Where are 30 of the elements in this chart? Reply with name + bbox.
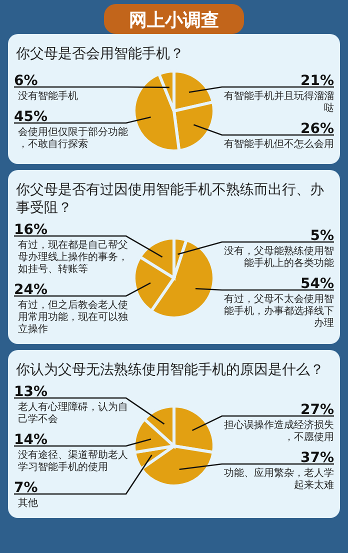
slice-label: 功能、应用繁杂，老人学起来太难: [224, 467, 334, 491]
data-label: 6%: [14, 73, 38, 89]
slice-label: 有智能手机但不怎么会用: [224, 138, 334, 150]
data-label: 5%: [310, 228, 334, 244]
text: 网上小调查: [129, 10, 219, 31]
chart-title: 你认为父母无法熟练使用智能手机的原因是什么？: [15, 362, 324, 378]
slice-label: 会使用但仅限于部分功能，不敢自行探索: [18, 126, 128, 150]
data-label: 24%: [14, 282, 48, 298]
data-label: 37%: [300, 450, 334, 466]
slice-label: 没有途径、渠道帮助老人学习智能手机的使用: [18, 449, 128, 473]
data-label: 27%: [300, 402, 334, 418]
data-label: 16%: [14, 222, 48, 238]
data-label: 7%: [14, 480, 38, 496]
data-label: 54%: [300, 276, 334, 292]
chart-title: 你父母是否会用智能手机？: [15, 46, 184, 62]
data-label: 14%: [14, 432, 48, 448]
slice-label: 有过，现在都是自己帮父母办理线上操作的事务，如挂号、转账等: [18, 239, 128, 275]
slice-label: 有智能手机并且玩得溜溜哒: [224, 90, 334, 114]
data-label: 45%: [14, 109, 48, 125]
chart-title: 你父母是否有过因使用智能手机不熟练而出行、办事受阻？: [15, 182, 324, 216]
slice-label: 没有智能手机: [18, 90, 78, 102]
data-label: 21%: [300, 73, 334, 89]
slice-label: 有过，父母不太会使用智能手机，办事都选择线下办理: [224, 293, 334, 329]
slice-label: 老人有心理障碍，认为自己学不会: [18, 401, 128, 425]
slice-label: 没有，父母能熟练使用智能手机上的各类功能: [224, 245, 334, 269]
data-label: 26%: [300, 121, 334, 137]
slice-label: 担心误操作造成经济损失，不愿使用: [224, 419, 334, 443]
slice-label: 有过，但之后教会老人使用常用功能，现在可以独立操作: [18, 299, 128, 335]
slice-label: 其他: [18, 497, 38, 509]
data-label: 13%: [14, 384, 48, 400]
